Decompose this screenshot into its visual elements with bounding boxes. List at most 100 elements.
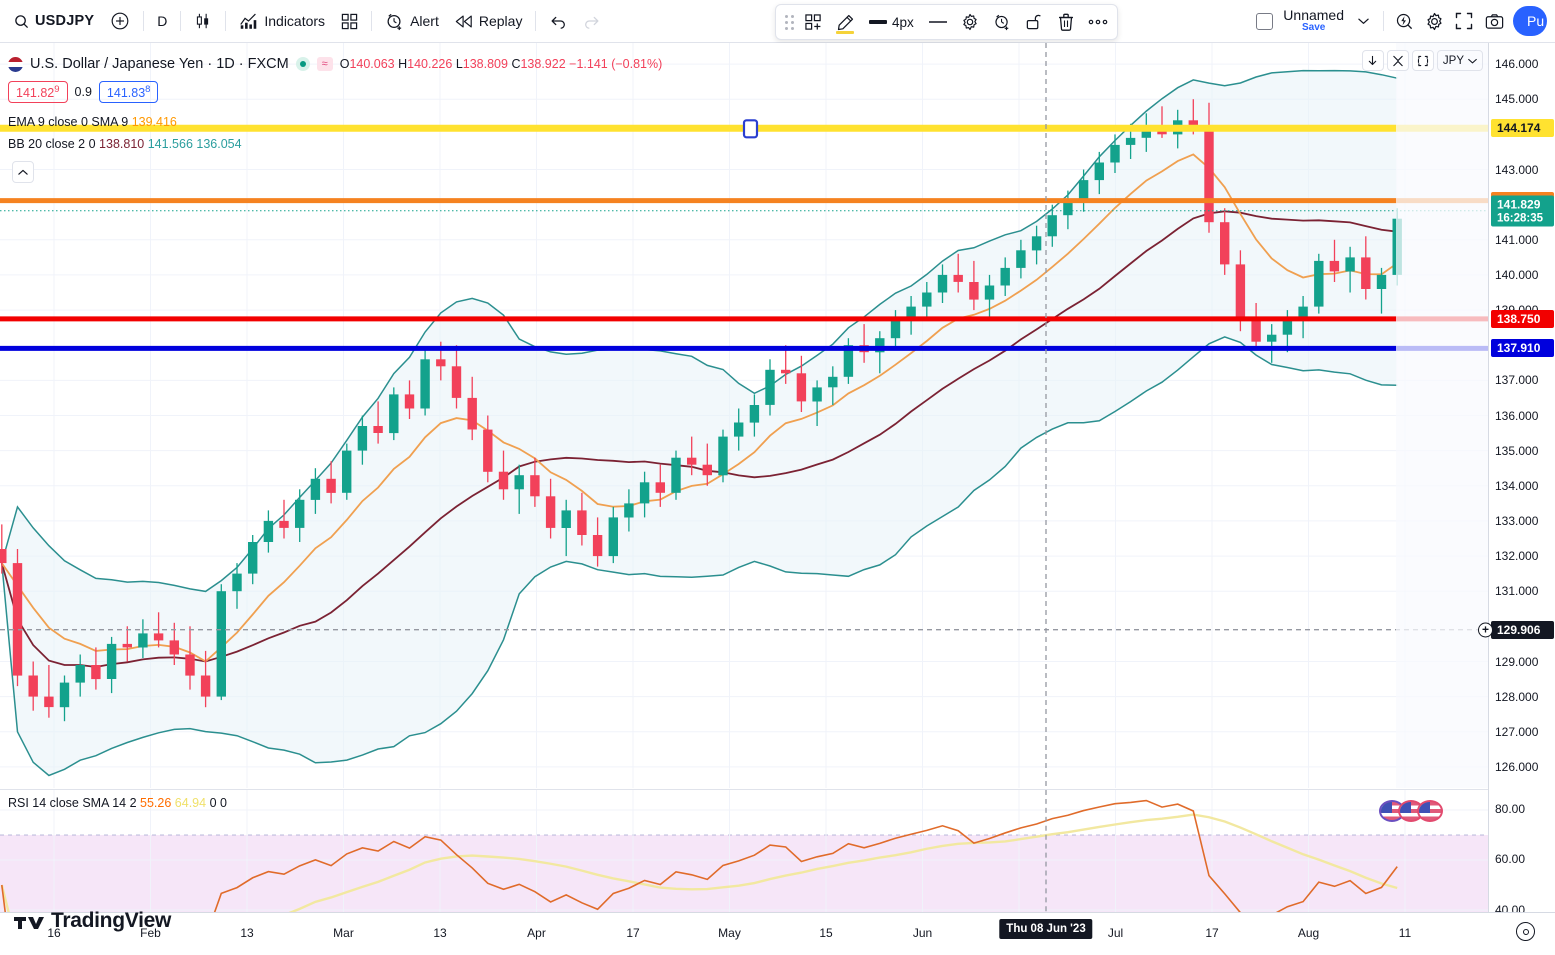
ohlc-c: 138.922 [520, 57, 566, 71]
price-tag-blue-ray[interactable]: 137.910 [1491, 339, 1554, 358]
price-axis-tick: 134.000 [1495, 478, 1539, 493]
ema-legend[interactable]: EMA 9 close 0 SMA 9 139.416 [8, 115, 177, 129]
tradingview-watermark-text: TradingView [51, 909, 172, 932]
templates-button[interactable] [333, 5, 366, 37]
market-open-icon [295, 57, 310, 71]
ask-price[interactable]: 141.838 [98, 81, 159, 104]
replay-icon [455, 14, 473, 29]
drawing-alert-button[interactable] [987, 7, 1017, 37]
rsi-value: 55.26 [140, 796, 172, 810]
replay-button[interactable]: Replay [447, 5, 531, 37]
rsi-legend[interactable]: RSI 14 close SMA 14 2 55.26 64.94 0 0 [8, 796, 227, 810]
time-axis-tick: 11 [1398, 926, 1412, 940]
indicators-label: Indicators [264, 13, 326, 29]
indicators-button[interactable]: Indicators [231, 5, 333, 37]
price-axis-tick: 140.000 [1495, 267, 1539, 282]
ohlc-l: 138.809 [462, 57, 508, 71]
toolbar-divider [225, 11, 227, 31]
redo-button[interactable] [575, 5, 609, 37]
layout-name-button[interactable]: Unnamed Save [1279, 8, 1348, 33]
time-scale[interactable]: 16Feb13Mar13Apr17May15Jun19Jul17Aug11Thu… [0, 912, 1555, 955]
undo-button[interactable] [541, 5, 575, 37]
time-axis-tick: 17 [1205, 926, 1219, 940]
price-tag-value: 137.910 [1497, 341, 1541, 356]
price-axis-tick: 133.000 [1495, 513, 1539, 528]
more-icon [1088, 19, 1108, 25]
price-tag-sub: 16:28:35 [1497, 212, 1544, 225]
drag-handle-icon[interactable] [782, 12, 796, 32]
price-tag-last-price[interactable]: 141.829 16:28:35 [1491, 195, 1554, 227]
economic-event-flag-icon[interactable] [1417, 800, 1443, 822]
delete-button[interactable] [1051, 7, 1081, 37]
download-button[interactable] [1361, 50, 1384, 71]
interval-button[interactable]: D [149, 5, 175, 37]
more-options-button[interactable] [1083, 7, 1113, 37]
line-style-button[interactable] [923, 7, 953, 37]
price-pane[interactable] [0, 43, 1488, 788]
price-tag-yellow-ray[interactable]: 144.174 [1491, 119, 1554, 138]
price-axis-tick: 131.000 [1495, 584, 1539, 599]
price-scale[interactable]: 146.000145.000143.000141.000140.000139.0… [1478, 43, 1555, 917]
line-width-button[interactable]: 4px [862, 7, 921, 37]
toolbar-right-cluster: Unnamed Save [1249, 6, 1549, 36]
drawing-templates-button[interactable] [798, 7, 828, 37]
alert-button[interactable]: Alert [377, 5, 447, 37]
toolbar-divider [143, 11, 145, 31]
layout-menu-button[interactable] [1348, 6, 1378, 36]
go-to-realtime-icon[interactable] [1516, 922, 1535, 941]
fullscreen-button[interactable] [1449, 6, 1479, 36]
bb-basis-value: 138.810 [99, 137, 145, 151]
economic-events[interactable] [1379, 800, 1443, 822]
quick-search-button[interactable] [1389, 6, 1419, 36]
time-axis-tick: 13 [240, 926, 254, 940]
pencil-color-button[interactable] [830, 7, 860, 37]
toolbar-divider [1383, 11, 1384, 31]
symbol-legend[interactable]: U.S. Dollar / Japanese Yen · 1D · FXCM ≈… [8, 56, 662, 72]
time-axis-tick: 17 [626, 926, 640, 940]
price-axis-tick: 141.000 [1495, 232, 1539, 247]
collapse-legend-button[interactable] [12, 161, 34, 183]
symbol-label: USDJPY [35, 13, 95, 29]
pencil-icon [837, 14, 854, 31]
price-tag-red-ray[interactable]: 138.750 [1491, 309, 1554, 328]
compress-scale-button[interactable] [1386, 50, 1409, 71]
rsi-extra2: 0 [220, 796, 227, 810]
chart-settings-button[interactable] [1419, 6, 1449, 36]
price-axis-tick: 146.000 [1495, 57, 1539, 72]
currency-selector[interactable]: JPY [1436, 50, 1483, 71]
unlock-icon [1025, 13, 1042, 31]
lock-button[interactable] [1019, 7, 1049, 37]
price-tag-crosshair[interactable]: +129.906 [1478, 620, 1554, 639]
bb-legend[interactable]: BB 20 close 2 0 138.810 141.566 136.054 [8, 137, 242, 151]
snapshot-button[interactable] [1479, 6, 1509, 36]
data-source-icon: ≈ [316, 57, 333, 71]
ohlc-o: 140.063 [349, 57, 395, 71]
time-axis-tick: Jun [912, 926, 933, 940]
currency-label: JPY [1442, 54, 1464, 67]
layout-button[interactable] [1249, 6, 1279, 36]
ask-main: 141.83 [106, 86, 146, 101]
tradingview-watermark: TradingView [14, 909, 171, 933]
bid-price[interactable]: 141.829 [8, 81, 68, 104]
candles-icon [194, 12, 212, 30]
price-axis-tick: 145.000 [1495, 92, 1539, 107]
chart-type-button[interactable] [186, 5, 220, 37]
price-axis-tick: 132.000 [1495, 549, 1539, 564]
chart-area[interactable]: RSI 14 close SMA 14 2 55.26 64.94 0 0 U.… [0, 43, 1555, 955]
lightning-search-icon [1395, 12, 1414, 31]
publish-button[interactable]: Pu [1513, 6, 1547, 36]
indicators-icon [239, 12, 258, 30]
symbol-search-button[interactable]: USDJPY [6, 5, 102, 37]
tradingview-logo-icon [14, 911, 44, 931]
time-axis-tick: May [718, 926, 741, 940]
ask-sup: 8 [145, 84, 151, 95]
drawing-settings-button[interactable] [955, 7, 985, 37]
chevron-down-icon [1468, 58, 1477, 64]
ohlc-h-key: H [398, 57, 408, 71]
add-alert-icon[interactable]: + [1478, 622, 1493, 638]
drawing-templates-icon [804, 13, 822, 31]
ohlc-values: O140.063 H140.226 L138.809 C138.922 −1.1… [340, 57, 663, 71]
chevron-up-icon [18, 169, 28, 176]
reset-scale-button[interactable] [1411, 50, 1434, 71]
add-symbol-button[interactable] [102, 5, 138, 37]
